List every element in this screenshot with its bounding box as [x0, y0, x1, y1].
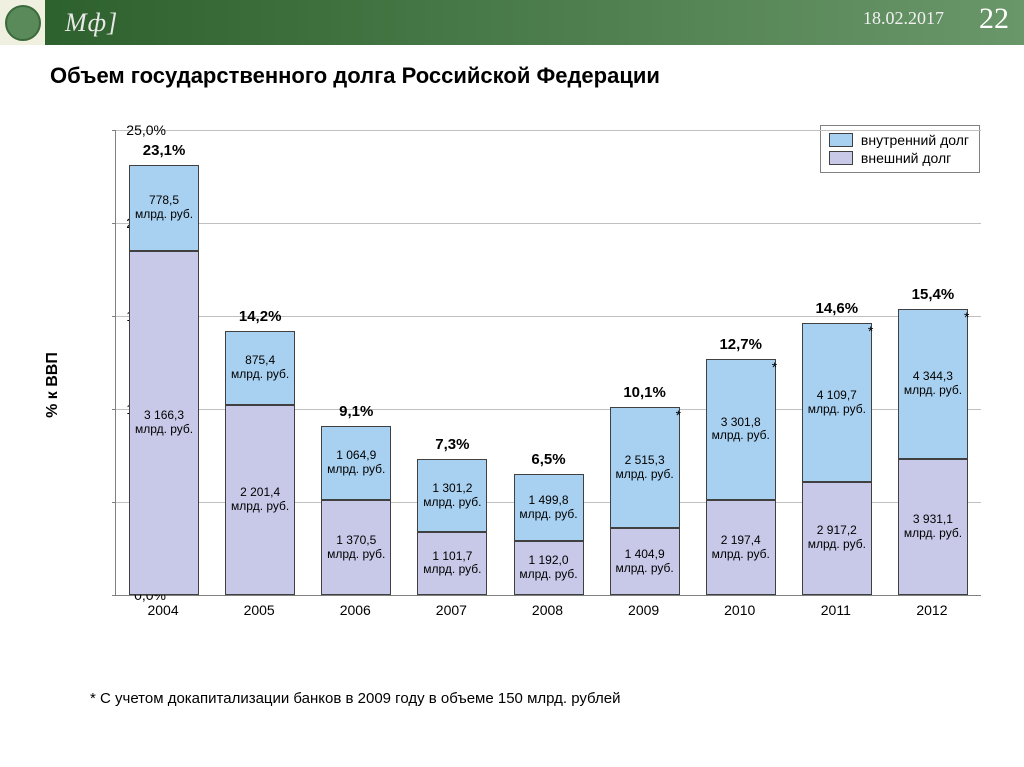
bar-total-label: 7,3% — [417, 436, 487, 453]
x-category: 2008 — [513, 602, 583, 618]
bar-external: 3 931,1млрд. руб. — [898, 459, 968, 595]
bar-external: 1 404,9млрд. руб. — [610, 528, 680, 595]
header-date: 18.02.2017 — [863, 8, 944, 29]
x-category: 2010 — [705, 602, 775, 618]
bar-external: 2 201,4млрд. руб. — [225, 405, 295, 595]
header-bar: Мф] 18.02.2017 22 — [0, 0, 1024, 45]
bar-internal: 875,4млрд. руб. — [225, 331, 295, 405]
x-category: 2006 — [320, 602, 390, 618]
bar-internal: 4 344,3млрд. руб. — [898, 309, 968, 460]
star-marker: * — [676, 407, 681, 423]
star-marker: * — [772, 359, 777, 375]
brand-text: Мф] — [65, 8, 118, 38]
x-category: 2011 — [801, 602, 871, 618]
debt-chart: % к ВВП внутренний долг внешний долг 0,0… — [60, 130, 980, 640]
bar-total-label: 14,2% — [225, 308, 295, 325]
x-category: 2012 — [897, 602, 967, 618]
page-title: Объем государственного долга Российской … — [50, 63, 1024, 89]
bar-total-label: 23,1% — [129, 142, 199, 159]
y-axis-label: % к ВВП — [44, 352, 62, 418]
bar-internal: 1 064,9млрд. руб. — [321, 426, 391, 500]
bar-total-label: 10,1% — [610, 384, 680, 401]
bar-external: 3 166,3млрд. руб. — [129, 251, 199, 595]
bar-external: 1 370,5млрд. руб. — [321, 500, 391, 595]
bar-total-label: 14,6% — [802, 300, 872, 317]
bar-external: 1 192,0млрд. руб. — [514, 541, 584, 595]
bar-total-label: 12,7% — [706, 336, 776, 353]
bar-external: 2 917,2млрд. руб. — [802, 482, 872, 595]
bar-total-label: 15,4% — [898, 286, 968, 303]
bar-internal: 3 301,8млрд. руб. — [706, 359, 776, 500]
footnote: * С учетом докапитализации банков в 2009… — [90, 690, 620, 707]
x-category: 2004 — [128, 602, 198, 618]
bar-internal: 1 499,8млрд. руб. — [514, 474, 584, 541]
x-category: 2009 — [609, 602, 679, 618]
bar-internal: 778,5млрд. руб. — [129, 165, 199, 251]
plot-area: 0,0%5,0%10,0%15,0%20,0%25,0%3 166,3млрд.… — [115, 130, 981, 596]
bar-external: 1 101,7млрд. руб. — [417, 532, 487, 595]
page-number: 22 — [979, 2, 1009, 36]
bar-internal: 1 301,2млрд. руб. — [417, 459, 487, 532]
bar-total-label: 9,1% — [321, 403, 391, 420]
star-marker: * — [868, 323, 873, 339]
x-category: 2005 — [224, 602, 294, 618]
bar-internal: 4 109,7млрд. руб. — [802, 323, 872, 481]
y-tick: 25,0% — [118, 122, 166, 138]
bar-internal: 2 515,3млрд. руб. — [610, 407, 680, 528]
star-marker: * — [964, 309, 969, 325]
logo — [0, 0, 45, 45]
bar-total-label: 6,5% — [514, 451, 584, 468]
bar-external: 2 197,4млрд. руб. — [706, 500, 776, 595]
x-category: 2007 — [416, 602, 486, 618]
